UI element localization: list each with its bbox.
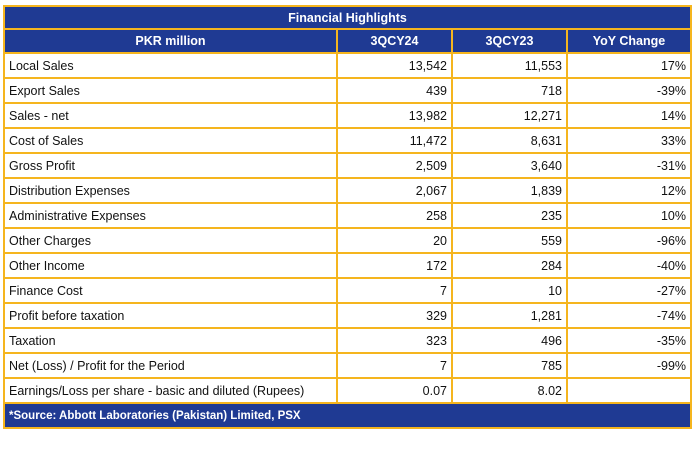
source-row: *Source: Abbott Laboratories (Pakistan) …	[2, 402, 693, 429]
source-note: *Source: Abbott Laboratories (Pakistan) …	[2, 402, 693, 429]
row-value-3qcy23: 12,271	[451, 102, 568, 129]
row-value-3qcy23: 235	[451, 202, 568, 229]
financial-highlights-panel: Financial Highlights PKR million 3QCY24 …	[2, 5, 693, 429]
row-value-yoy-change: 33%	[565, 127, 693, 154]
row-label: Administrative Expenses	[3, 202, 338, 229]
table-row: Earnings/Loss per share - basic and dilu…	[3, 377, 693, 404]
row-value-yoy-change: -99%	[565, 352, 693, 379]
table-row: Local Sales 13,542 11,553 17%	[3, 52, 693, 79]
row-label: Earnings/Loss per share - basic and dilu…	[3, 377, 338, 404]
row-label: Gross Profit	[3, 152, 338, 179]
row-value-yoy-change: -27%	[565, 277, 693, 304]
row-value-3qcy23: 785	[451, 352, 568, 379]
row-value-3qcy24: 7	[336, 277, 453, 304]
row-label: Taxation	[3, 327, 338, 354]
table-row: Export Sales 439 718 -39%	[3, 77, 693, 104]
table-row: Distribution Expenses 2,067 1,839 12%	[3, 177, 693, 204]
row-value-yoy-change: -35%	[565, 327, 693, 354]
row-label: Other Income	[3, 252, 338, 279]
row-value-3qcy24: 11,472	[336, 127, 453, 154]
header-3qcy23: 3QCY23	[451, 28, 568, 54]
row-value-3qcy24: 13,982	[336, 102, 453, 129]
row-value-3qcy23: 1,281	[451, 302, 568, 329]
row-value-3qcy23: 10	[451, 277, 568, 304]
row-value-yoy-change	[565, 377, 693, 404]
row-label: Profit before taxation	[3, 302, 338, 329]
table-row: Profit before taxation 329 1,281 -74%	[3, 302, 693, 329]
row-value-3qcy24: 439	[336, 77, 453, 104]
row-label: Sales - net	[3, 102, 338, 129]
row-label: Net (Loss) / Profit for the Period	[3, 352, 338, 379]
row-value-yoy-change: 10%	[565, 202, 693, 229]
table-row: Cost of Sales 11,472 8,631 33%	[3, 127, 693, 154]
table-row: Other Charges 20 559 -96%	[3, 227, 693, 254]
table-title-row: Financial Highlights	[2, 5, 693, 30]
table-title: Financial Highlights	[2, 5, 693, 30]
row-value-3qcy24: 323	[336, 327, 453, 354]
row-value-yoy-change: -39%	[565, 77, 693, 104]
row-value-yoy-change: -74%	[565, 302, 693, 329]
row-label: Local Sales	[3, 52, 338, 79]
table-row: Finance Cost 7 10 -27%	[3, 277, 693, 304]
row-value-3qcy23: 1,839	[451, 177, 568, 204]
row-value-3qcy24: 172	[336, 252, 453, 279]
row-label: Export Sales	[3, 77, 338, 104]
row-value-3qcy24: 2,509	[336, 152, 453, 179]
table-row: Sales - net 13,982 12,271 14%	[3, 102, 693, 129]
table-row: Other Income 172 284 -40%	[3, 252, 693, 279]
row-value-yoy-change: 12%	[565, 177, 693, 204]
row-value-3qcy23: 8.02	[451, 377, 568, 404]
header-3qcy24: 3QCY24	[336, 28, 453, 54]
row-value-yoy-change: 14%	[565, 102, 693, 129]
table-row: Administrative Expenses 258 235 10%	[3, 202, 693, 229]
row-value-3qcy24: 258	[336, 202, 453, 229]
row-value-3qcy23: 8,631	[451, 127, 568, 154]
row-label: Distribution Expenses	[3, 177, 338, 204]
row-value-3qcy24: 7	[336, 352, 453, 379]
row-value-3qcy23: 11,553	[451, 52, 568, 79]
row-value-3qcy24: 2,067	[336, 177, 453, 204]
row-value-3qcy23: 284	[451, 252, 568, 279]
table-row: Gross Profit 2,509 3,640 -31%	[3, 152, 693, 179]
row-value-yoy-change: -96%	[565, 227, 693, 254]
row-label: Finance Cost	[3, 277, 338, 304]
header-pkr-million: PKR million	[3, 28, 338, 54]
row-label: Other Charges	[3, 227, 338, 254]
row-value-3qcy24: 20	[336, 227, 453, 254]
table-header-row: PKR million 3QCY24 3QCY23 YoY Change	[3, 28, 693, 54]
row-value-3qcy24: 0.07	[336, 377, 453, 404]
row-value-3qcy23: 718	[451, 77, 568, 104]
header-yoy-change: YoY Change	[565, 28, 693, 54]
row-value-yoy-change: -31%	[565, 152, 693, 179]
table-row: Net (Loss) / Profit for the Period 7 785 -9…	[3, 352, 693, 379]
row-label: Cost of Sales	[3, 127, 338, 154]
row-value-3qcy23: 3,640	[451, 152, 568, 179]
row-value-yoy-change: 17%	[565, 52, 693, 79]
row-value-yoy-change: -40%	[565, 252, 693, 279]
row-value-3qcy23: 559	[451, 227, 568, 254]
row-value-3qcy24: 329	[336, 302, 453, 329]
row-value-3qcy24: 13,542	[336, 52, 453, 79]
table-row: Taxation 323 496 -35%	[3, 327, 693, 354]
financial-highlights-table: Financial Highlights PKR million 3QCY24 …	[2, 5, 693, 429]
row-value-3qcy23: 496	[451, 327, 568, 354]
